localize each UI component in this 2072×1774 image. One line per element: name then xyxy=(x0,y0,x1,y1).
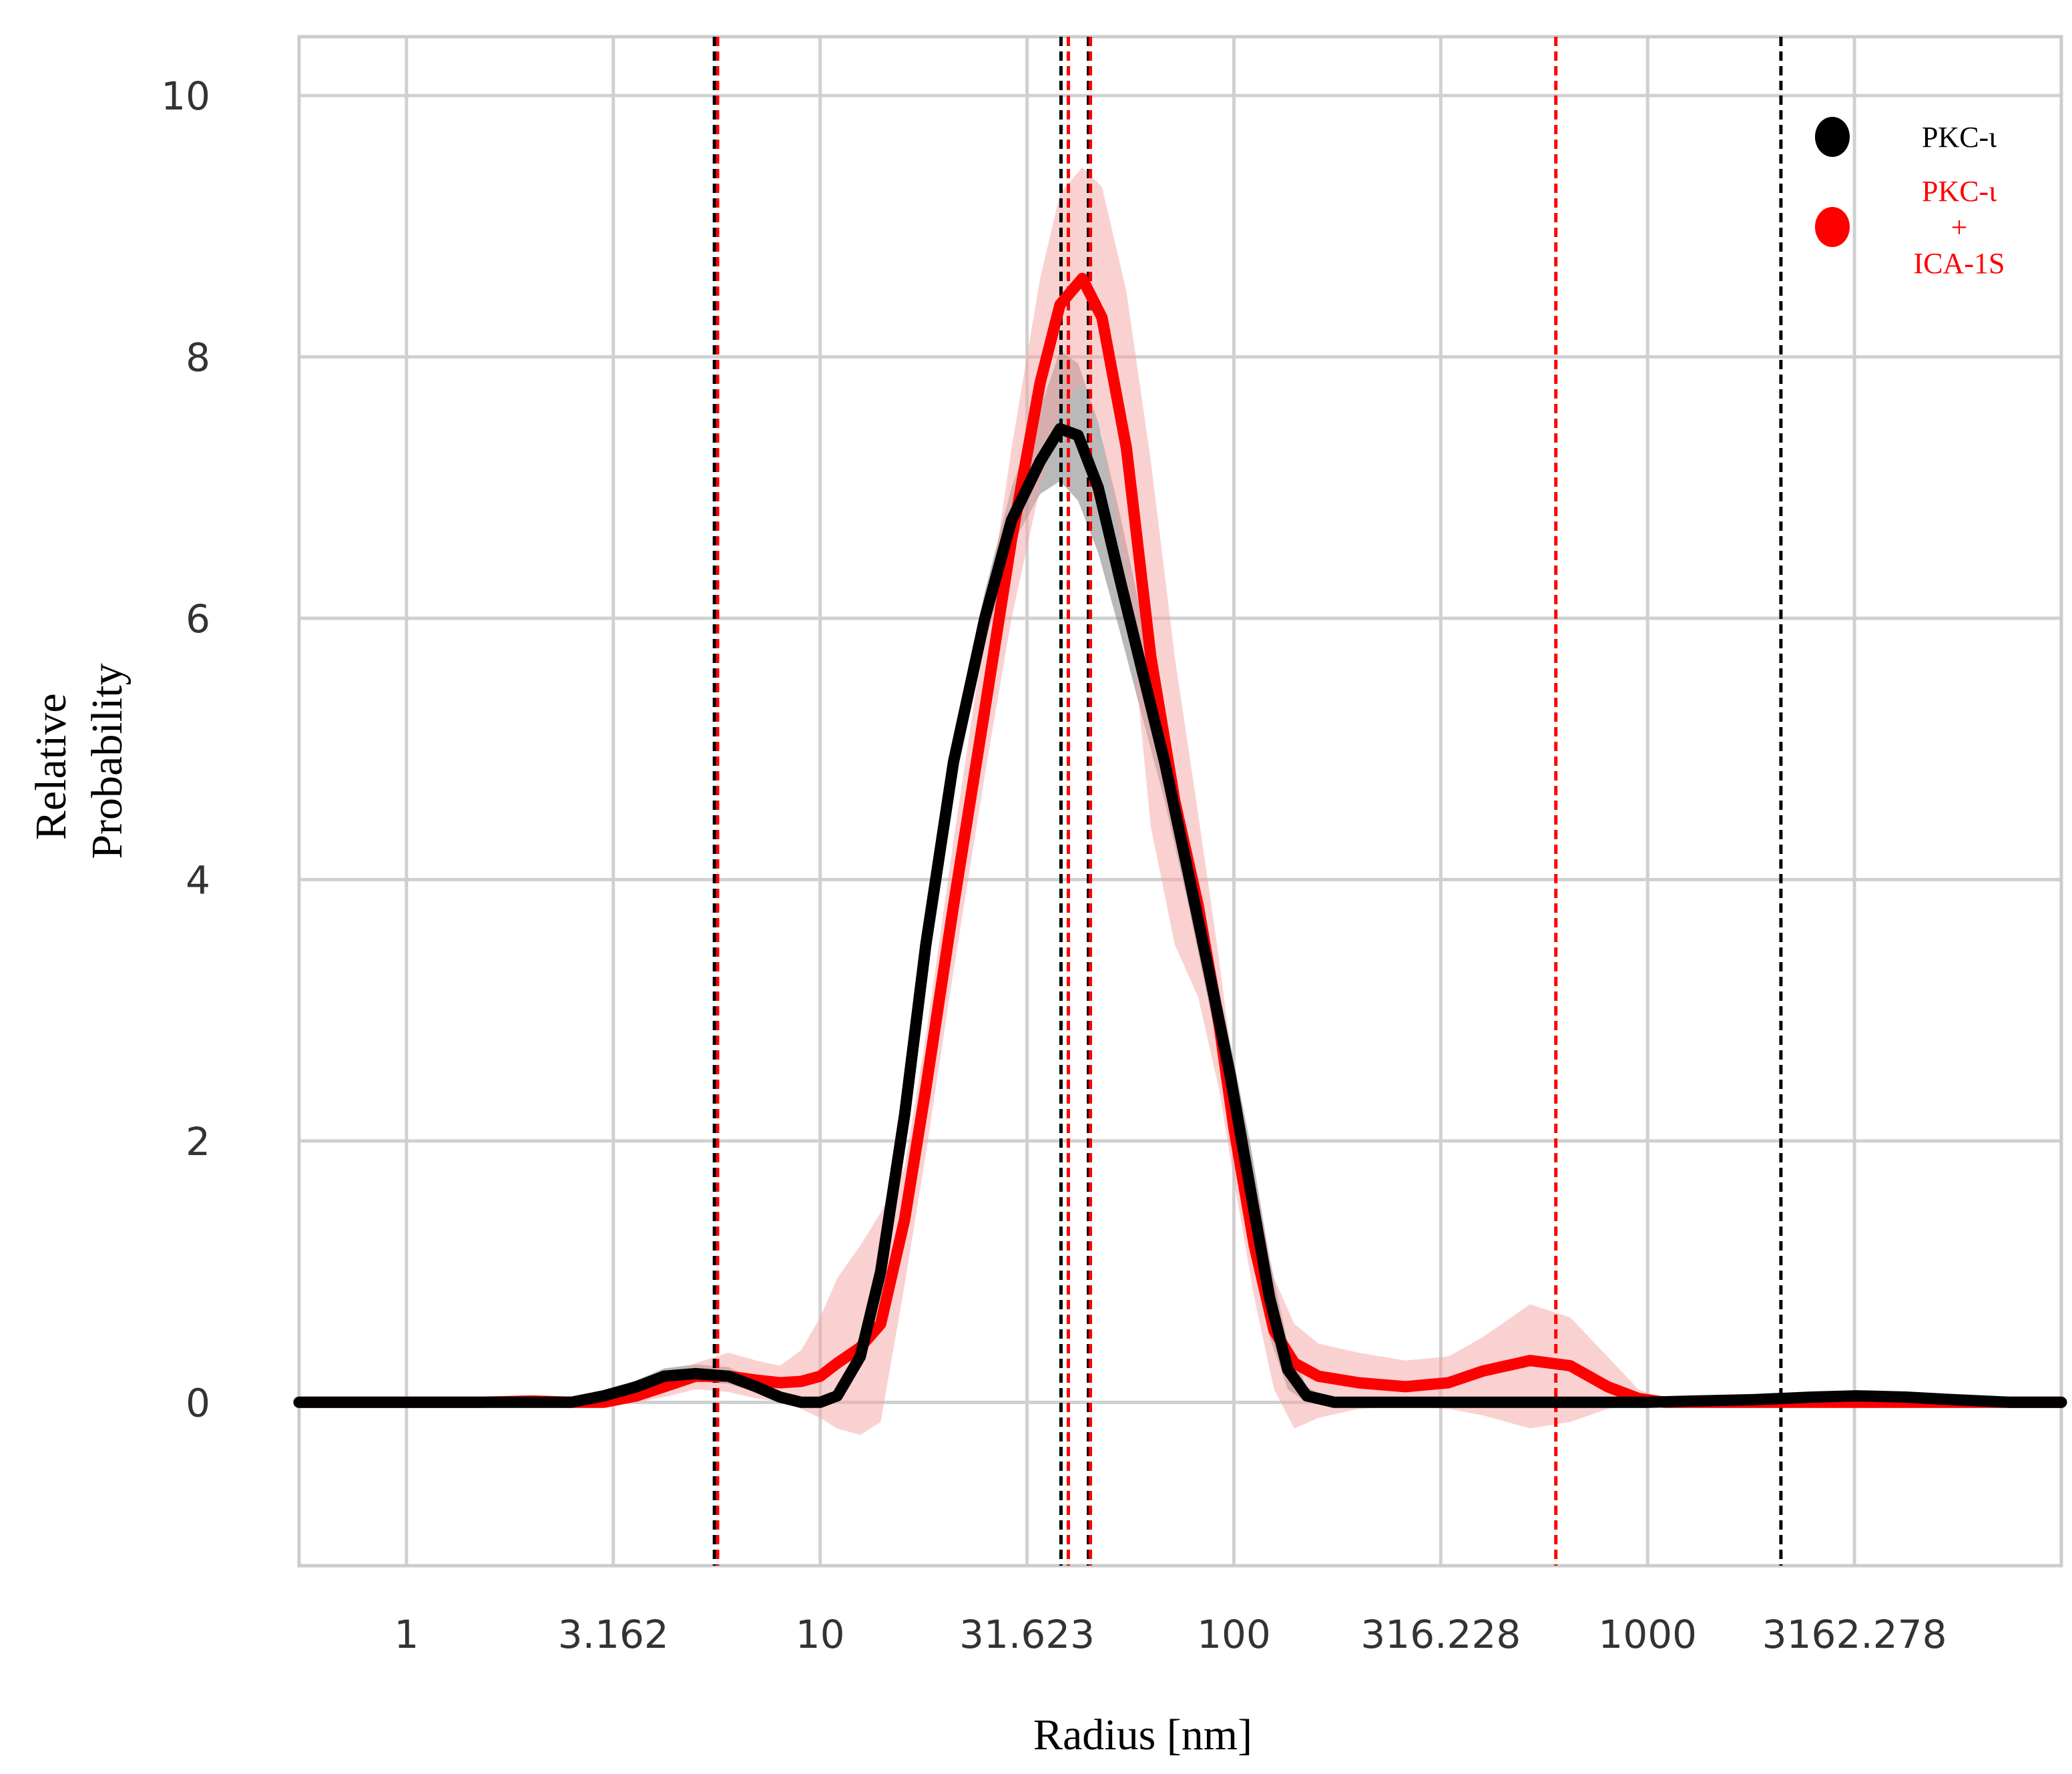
legend-label: PKC-ι xyxy=(1922,121,1997,154)
x-tick-label: 3162.278 xyxy=(1762,1612,1947,1657)
legend-label: + xyxy=(1951,211,1968,244)
y-tick-label: 6 xyxy=(186,596,210,642)
x-tick-label: 31.623 xyxy=(959,1612,1095,1657)
x-tick-label: 10 xyxy=(796,1612,845,1657)
legend-marker-1 xyxy=(1815,207,1850,247)
x-tick-label: 3.162 xyxy=(558,1612,669,1657)
y-tick-labels: 0 2 4 6 8 10 xyxy=(161,73,210,1425)
y-axis-title: Relative Probability xyxy=(27,663,132,859)
y-tick-label: 2 xyxy=(186,1119,210,1164)
series-0-line xyxy=(293,423,2067,1408)
x-tick-label: 100 xyxy=(1197,1612,1271,1657)
y-tick-label: 4 xyxy=(186,857,210,903)
plot-frame xyxy=(297,35,2063,1568)
y-axis-title-line-1: Relative xyxy=(27,693,75,840)
x-tick-label: 1 xyxy=(394,1612,419,1657)
x-tick-label: 1000 xyxy=(1598,1612,1697,1657)
x-tick-labels: 1 3.162 10 31.623 100 316.228 1000 3162.278 xyxy=(394,1612,1947,1657)
legend-label: PKC-ι xyxy=(1922,175,1997,208)
grid xyxy=(299,37,2061,1566)
x-axis-title: Radius [nm] xyxy=(1033,1711,1252,1759)
y-tick-label: 10 xyxy=(161,73,210,119)
x-tick-label: 316.228 xyxy=(1360,1612,1521,1657)
series-lines xyxy=(293,272,2067,1408)
legend-label: ICA-1S xyxy=(1914,247,2005,280)
y-axis-title-line-2: Probability xyxy=(83,663,132,859)
y-tick-label: 0 xyxy=(186,1380,210,1425)
y-tick-label: 8 xyxy=(186,335,210,381)
reference-lines xyxy=(712,37,1783,1566)
legend-marker-0 xyxy=(1815,117,1850,157)
